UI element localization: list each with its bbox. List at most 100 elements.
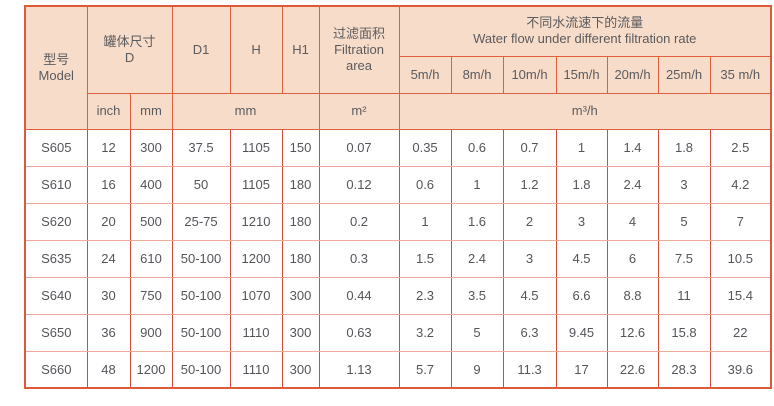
cell-value: 1105 (229, 128, 283, 167)
model-label-zh: 型号 (43, 51, 70, 67)
water-flow-label-zh: 不同水流速下的流量 (526, 15, 644, 31)
spec-table-wrap: 型号 Model 罐体尺寸 D D1 H H1 过滤面积 Filtration … (24, 5, 773, 389)
cell-value: 5 (450, 313, 504, 352)
cell-value: 300 (281, 313, 320, 352)
cell-value: 48 (86, 350, 131, 389)
cell-value: 1.13 (318, 350, 400, 389)
table-row: S635 24 610 50-100 1200 180 0.3 1.5 2.4 3 4.5 6 7.5 1… (24, 239, 772, 278)
cell-value: 1200 (229, 239, 283, 278)
header-cell-tank-size: 罐体尺寸 D (86, 5, 173, 94)
header-cell-filtration-area: 过滤面积 Filtration area (318, 5, 400, 94)
cell-value: 1070 (229, 276, 283, 315)
tank-size-label-zh: 罐体尺寸 (103, 33, 156, 49)
cell-value: 400 (129, 165, 173, 204)
header-cell-rate-10: 10m/h (502, 55, 557, 94)
cell-value: 0.7 (502, 128, 557, 167)
cell-value: 12.6 (606, 313, 659, 352)
cell-value: 180 (281, 202, 320, 241)
cell-value: 8.8 (606, 276, 659, 315)
header-cell-water-flow: 不同水流速下的流量 Water flow under different fil… (398, 5, 772, 57)
cell-value: 4 (606, 202, 659, 241)
cell-value: 1110 (229, 313, 283, 352)
cell-value: 300 (129, 128, 173, 167)
cell-value: 1105 (229, 165, 283, 204)
cell-value: 39.6 (709, 350, 772, 389)
cell-value: 1.8 (657, 128, 711, 167)
table-row: S650 36 900 50-100 1110 300 0.63 3.2 5 6.3 9.45 12.… (24, 313, 772, 352)
cell-value: 11 (657, 276, 711, 315)
cell-value: 2.5 (709, 128, 772, 167)
cell-value: 3 (657, 165, 711, 204)
header-cell-rate-5: 5m/h (398, 55, 452, 94)
table-header: 型号 Model 罐体尺寸 D D1 H H1 过滤面积 Filtration … (24, 5, 772, 130)
header-row-units: inch mm mm m² m³/h (25, 92, 772, 130)
cell-value: 0.6 (398, 165, 452, 204)
header-cell-rate-25: 25m/h (657, 55, 711, 94)
cell-value: 16 (86, 165, 131, 204)
cell-model: S660 (24, 350, 88, 389)
header-cell-rate-15: 15m/h (555, 55, 608, 94)
cell-value: 2.4 (606, 165, 659, 204)
filtration-label-zh: 过滤面积 (333, 25, 386, 41)
cell-value: 50-100 (171, 313, 231, 352)
cell-value: 1 (555, 128, 608, 167)
cell-value: 4.2 (709, 165, 772, 204)
cell-value: 2.3 (398, 276, 452, 315)
cell-value: 30 (86, 276, 131, 315)
cell-value: 4.5 (502, 276, 557, 315)
cell-value: 1.5 (398, 239, 452, 278)
header-cell-unit-inch: inch (86, 92, 131, 130)
cell-value: 5 (657, 202, 711, 241)
cell-value: 6 (606, 239, 659, 278)
cell-value: 1 (398, 202, 452, 241)
header-cell-rate-8: 8m/h (450, 55, 504, 94)
model-label-en: Model (38, 67, 74, 83)
cell-value: 22 (709, 313, 772, 352)
header-cell-unit-flow: m³/h (398, 92, 772, 130)
cell-value: 7.5 (657, 239, 711, 278)
cell-model: S640 (24, 276, 88, 315)
cell-value: 3.2 (398, 313, 452, 352)
cell-value: 180 (281, 165, 320, 204)
water-flow-label-en: Water flow under different filtration ra… (473, 31, 697, 47)
cell-value: 3 (555, 202, 608, 241)
header-cell-unit-area: m² (318, 92, 400, 130)
cell-value: 150 (281, 128, 320, 167)
cell-value: 5.7 (398, 350, 452, 389)
cell-value: 900 (129, 313, 173, 352)
header-cell-d1: D1 (171, 5, 231, 94)
cell-model: S620 (24, 202, 88, 241)
cell-value: 300 (281, 276, 320, 315)
filtration-label-en2: area (346, 57, 373, 73)
cell-value: 22.6 (606, 350, 659, 389)
cell-value: 15.4 (709, 276, 772, 315)
table-row: S660 48 1200 50-100 1110 300 1.13 5.7 9 11.3 17 22.… (24, 350, 772, 389)
cell-value: 9.45 (555, 313, 608, 352)
cell-value: 500 (129, 202, 173, 241)
cell-model: S650 (24, 313, 88, 352)
table-row: S610 16 400 50 1105 180 0.12 0.6 1 1.2 1.8 2.4 3 4.2 (24, 165, 772, 204)
header-cell-rate-20: 20m/h (606, 55, 659, 94)
cell-value: 50 (171, 165, 231, 204)
cell-value: 0.07 (318, 128, 400, 167)
header-cell-h1: H1 (281, 5, 320, 94)
cell-value: 1.4 (606, 128, 659, 167)
cell-model: S635 (24, 239, 88, 278)
cell-value: 9 (450, 350, 504, 389)
table-row: S640 30 750 50-100 1070 300 0.44 2.3 3.5 4.5 6.6 8.… (24, 276, 772, 315)
header-cell-rate-35: 35 m/h (709, 55, 772, 94)
cell-value: 0.35 (398, 128, 452, 167)
cell-value: 1200 (129, 350, 173, 389)
cell-value: 50-100 (171, 239, 231, 278)
cell-value: 12 (86, 128, 131, 167)
cell-value: 3 (502, 239, 557, 278)
cell-value: 1 (450, 165, 504, 204)
cell-value: 0.2 (318, 202, 400, 241)
header-row-titles: 型号 Model 罐体尺寸 D D1 H H1 过滤面积 Filtration … (24, 5, 772, 130)
header-cell-unit-mm-dims: mm (171, 92, 320, 130)
table-body: S605 12 300 37.5 1105 150 0.07 0.35 0.6 0.7 1 1.4 1.… (24, 128, 772, 389)
cell-value: 1110 (229, 350, 283, 389)
cell-value: 1.6 (450, 202, 504, 241)
cell-value: 37.5 (171, 128, 231, 167)
cell-value: 3.5 (450, 276, 504, 315)
